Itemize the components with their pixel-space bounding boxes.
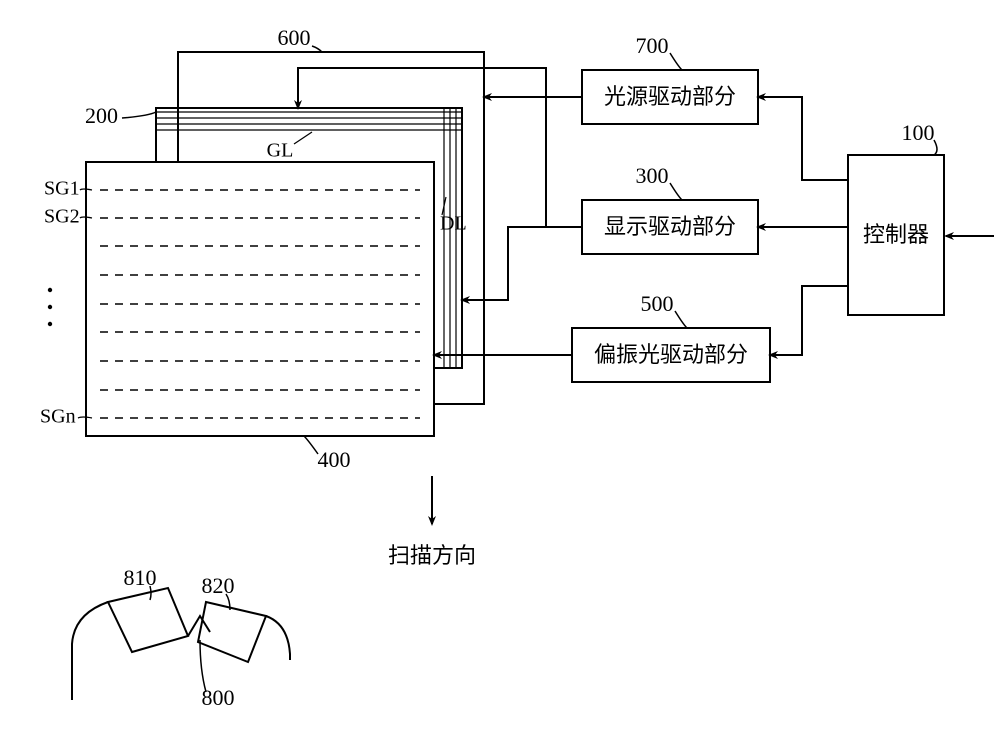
arrow-display-to-200-side [462,227,582,300]
svg-text:820: 820 [202,573,235,598]
arrow-ctrl-to-polar [770,286,848,355]
svg-text:100: 100 [902,120,935,145]
svg-text:SG2: SG2 [44,206,80,228]
svg-text:400: 400 [318,447,351,472]
controller-label: 控制器 [863,222,929,247]
svg-text:200: 200 [85,103,118,128]
svg-text:800: 800 [202,685,235,710]
display-drive-block-label: 显示驱动部分 [604,214,736,239]
svg-text:600: 600 [278,25,311,50]
svg-text:810: 810 [124,565,157,590]
dl-label: DL [440,213,467,235]
arrow-ctrl-to-light [758,97,848,180]
light-source-drive-block-label: 光源驱动部分 [604,84,736,109]
svg-text:SGn: SGn [40,406,76,428]
svg-text:SG1: SG1 [44,178,80,200]
svg-text:300: 300 [636,163,669,188]
block-diagram: 600 200 GL DL SG1 SG2 SGn 400 光源驱动部分 700 显示驱动部分 300… [0,0,1000,739]
scan-direction-label: 扫描方向 [388,543,476,568]
polarized-light-drive-block-label: 偏振光驱动部分 [594,342,748,367]
stereo-glasses [72,586,290,700]
gl-label: GL [267,140,294,162]
svg-text:500: 500 [641,291,674,316]
svg-text:700: 700 [636,33,669,58]
